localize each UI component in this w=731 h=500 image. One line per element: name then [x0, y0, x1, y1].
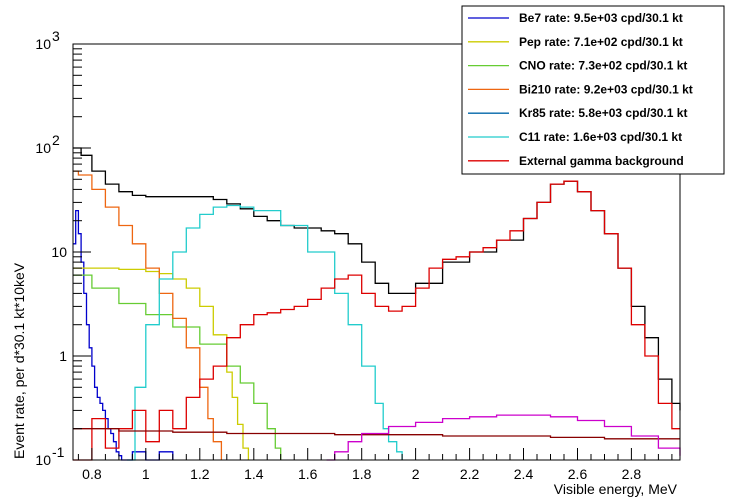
x-tick-label: 2.2: [460, 466, 480, 482]
axis-ticks-group: [73, 43, 673, 461]
series-line-5: [127, 204, 403, 461]
legend-entry-label: CNO rate: 7.3e+02 cpd/30.1 kt: [519, 59, 687, 73]
y-tick-label: 10: [35, 140, 51, 156]
y-axis-title: Event rate, per d*30.1 kt*10keV: [11, 262, 27, 459]
series-line-4: [73, 170, 223, 460]
series-line-2: [73, 267, 250, 460]
y-tick-label: 10: [35, 36, 51, 52]
x-tick-label: 1.8: [352, 466, 372, 482]
legend-entry-label: External gamma background: [519, 154, 684, 168]
y-tick-label: 10: [35, 452, 51, 468]
x-tick-label: 2.4: [514, 466, 534, 482]
x-tick-label: 0.8: [82, 466, 102, 482]
series-line-8: [326, 414, 681, 461]
legend-entry-label: C11 rate: 1.6e+03 cpd/30.1 kt: [519, 130, 682, 144]
plot-series-group: [73, 147, 681, 461]
x-tick-label: 1: [142, 466, 150, 482]
x-tick-labels: 0.8 1 1.2 1.4 1.6 1.8 2 2.2 2.4 2.6 2.8: [82, 466, 641, 482]
legend-entry-label: Kr85 rate: 5.8e+03 cpd/30.1 kt: [519, 106, 687, 120]
x-tick-label: 1.4: [244, 466, 264, 482]
x-tick-label: 1.2: [190, 466, 210, 482]
x-tick-label: 2: [412, 466, 420, 482]
x-tick-label: 2.8: [622, 466, 642, 482]
x-tick-label: 1.6: [298, 466, 318, 482]
y-tick-exponent: 3: [52, 28, 60, 44]
y-tick-label: 10: [51, 244, 67, 260]
legend-entry-label: Bi210 rate: 9.2e+03 cpd/30.1 kt: [519, 82, 693, 96]
legend-entry-label: Be7 rate: 9.5e+03 cpd/30.1 kt: [519, 11, 683, 25]
legend-entry-label: Pep rate: 7.1e+02 cpd/30.1 kt: [519, 35, 683, 49]
series-line-6: [73, 180, 680, 461]
y-tick-exponent: -1: [52, 444, 65, 460]
x-tick-label: 2.6: [568, 466, 588, 482]
x-axis-title: Visible energy, MeV: [554, 481, 678, 497]
y-tick-exponent: 2: [52, 132, 60, 148]
y-tick-label: 1: [59, 348, 67, 364]
legend: Be7 rate: 9.5e+03 cpd/30.1 kt Pep rate: 7…: [461, 5, 725, 175]
